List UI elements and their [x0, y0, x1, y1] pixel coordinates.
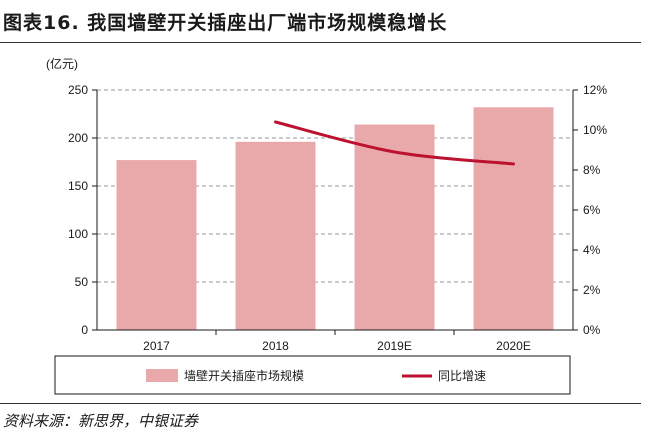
- y2-tick-label: 0%: [583, 323, 601, 337]
- x-tick-label: 2020E: [496, 339, 531, 353]
- y-tick-label: 100: [68, 227, 88, 241]
- legend-bar-label: 墙壁开关插座市场规模: [184, 368, 304, 383]
- bar: [354, 124, 435, 330]
- x-tick-label: 2017: [143, 339, 170, 353]
- bar: [235, 141, 316, 330]
- bar: [116, 160, 197, 330]
- y-tick-label: 250: [68, 83, 88, 97]
- legend-box: [54, 355, 571, 395]
- legend-line-label: 同比增速: [438, 369, 486, 383]
- y2-tick-label: 10%: [583, 123, 607, 137]
- growth-line: [274, 120, 515, 166]
- y-tick-label: 50: [75, 275, 89, 289]
- y2-tick-label: 2%: [583, 283, 601, 297]
- x-tick-label: 2019E: [377, 339, 412, 353]
- y-axis-unit-label: (亿元): [46, 56, 78, 71]
- legend-bar-swatch: [146, 369, 178, 382]
- y-tick-label: 0: [81, 323, 88, 337]
- source-note: 资料来源：新思界，中银证券: [3, 412, 199, 430]
- figure-title: 图表16. 我国墙壁开关插座出厂端市场规模稳增长: [3, 12, 448, 34]
- y2-tick-label: 12%: [583, 83, 607, 97]
- y2-tick-label: 6%: [583, 203, 601, 217]
- y-tick-label: 150: [68, 179, 88, 193]
- y-tick-label: 200: [68, 131, 88, 145]
- source-rule: [0, 403, 641, 404]
- x-tick-label: 2018: [262, 339, 289, 353]
- title-rule: [0, 42, 641, 43]
- y2-tick-label: 4%: [583, 243, 601, 257]
- y2-tick-label: 8%: [583, 163, 601, 177]
- bar: [473, 107, 554, 330]
